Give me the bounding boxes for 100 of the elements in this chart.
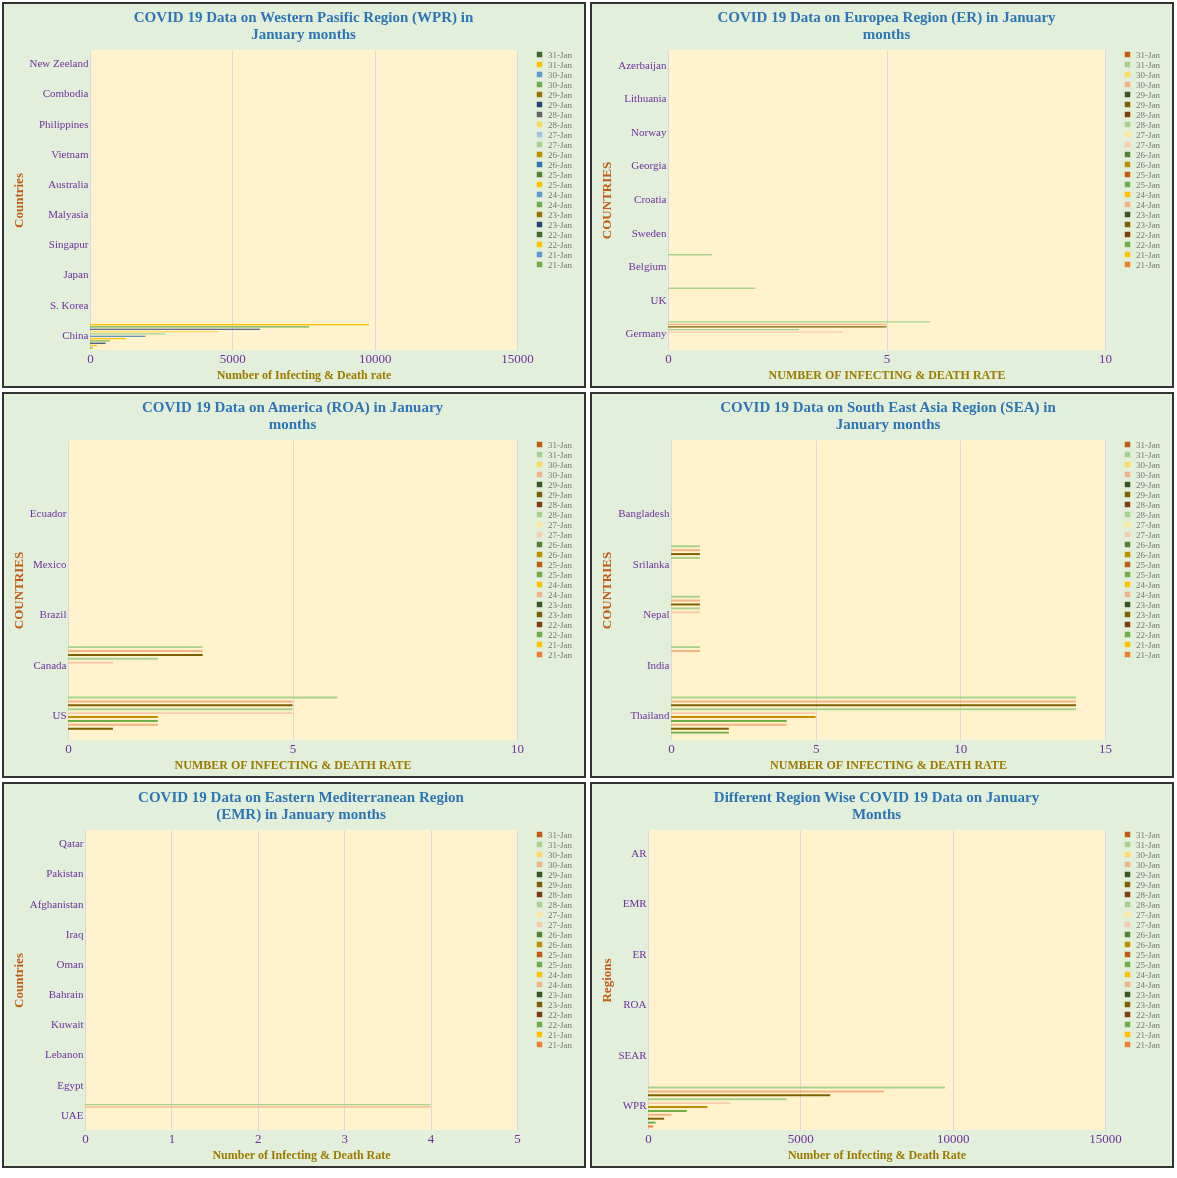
y-tick-label: Azerbaijan [618,58,667,71]
legend-label: 24-Jan [1136,189,1161,200]
legend-label: 29-Jan [1136,89,1161,100]
legend-label: 25-Jan [548,569,573,580]
legend-label: 21-Jan [1136,259,1161,270]
y-tick-label: UK [650,293,667,306]
y-tick-label: Philippines [38,117,89,130]
legend-label: 30-Jan [548,459,573,470]
x-tick-label: 5 [812,740,820,756]
legend-label: 26-Jan [548,929,573,940]
x-tick-label: 5 [883,350,891,366]
legend-label: 21-Jan [548,259,573,270]
legend-label: 27-Jan [548,919,573,930]
y-tick-label: Egypt [57,1078,84,1091]
x-tick-label: 0 [645,1130,652,1146]
y-tick-label: Qatar [59,837,84,850]
legend-label: 24-Jan [548,189,573,200]
x-tick-label: 5000 [219,350,246,366]
legend-label: 23-Jan [548,209,573,220]
x-tick-label: 15000 [1089,1130,1122,1146]
y-tick-label: Australia [48,177,89,190]
legend-label: 24-Jan [548,969,573,980]
y-tick-label: Germany [625,327,667,340]
y-axis-title: Countries [10,953,26,1008]
legend-label: 28-Jan [1136,119,1161,130]
legend-label: 27-Jan [548,909,573,920]
y-tick-label: Srilanka [632,557,670,570]
legend-label: 24-Jan [1136,199,1161,210]
legend-label: 22-Jan [548,239,573,250]
legend-label: 29-Jan [548,869,573,880]
legend-label: 31-Jan [1136,59,1161,70]
legend-label: 25-Jan [548,169,573,180]
legend-label: 21-Jan [1136,1029,1161,1040]
legend-label: 30-Jan [1136,469,1161,480]
x-axis-title: NUMBER OF INFECTING & DEATH RATE [174,757,412,772]
y-tick-label: Sweden [631,226,667,239]
y-tick-label: Croatia [634,193,667,205]
chart-title: COVID 19 Data on Western Pasific Region (WPR) in January months [133,9,474,42]
legend-label: 24-Jan [1136,579,1161,590]
legend-label: 29-Jan [1136,869,1161,880]
y-axis-title: Regions [599,958,615,1003]
legend-label: 23-Jan [548,999,573,1010]
y-tick-label: Iraq [65,927,84,940]
legend-label: 28-Jan [548,109,573,120]
chart-title: COVID 19 Data on America (ROA) in January months [141,399,444,432]
legend-label: 25-Jan [1136,179,1161,190]
y-tick-label: ROA [623,998,647,1011]
legend-label: 24-Jan [548,199,573,210]
legend-label: 22-Jan [1136,229,1161,240]
legend-label: 26-Jan [1136,149,1161,160]
legend-label: 27-Jan [1136,919,1161,930]
legend-label: 31-Jan [1136,49,1161,60]
y-tick-label: AR [631,846,648,859]
x-tick-label: 10 [511,740,524,756]
legend-label: 28-Jan [1136,499,1161,510]
legend-label: 21-Jan [548,1029,573,1040]
legend-label: 30-Jan [1136,859,1161,870]
legend-label: 26-Jan [548,939,573,950]
x-axis-title: NUMBER OF INFECTING & DEATH RATE [770,757,1007,772]
legend-label: 21-Jan [548,649,573,660]
legend-label: 31-Jan [1136,839,1161,850]
legend-label: 21-Jan [1136,649,1161,660]
legend-label: 25-Jan [548,559,573,570]
legend-label: 23-Jan [548,219,573,230]
legend-label: 21-Jan [1136,639,1161,650]
legend-label: 28-Jan [548,899,573,910]
legend-label: 23-Jan [1136,989,1161,1000]
legend-label: 29-Jan [1136,99,1161,110]
x-tick-label: 4 [427,1130,435,1146]
legend-label: 30-Jan [548,469,573,480]
x-tick-label: 2 [255,1130,262,1146]
x-tick-label: 0 [82,1130,89,1146]
legend-label: 24-Jan [548,979,573,990]
x-axis-title: Number of Infecting & Death Rate [787,1147,967,1162]
legend-label: 25-Jan [1136,169,1161,180]
legend-label: 25-Jan [1136,569,1161,580]
y-tick-label: Malyasia [48,208,89,221]
x-tick-label: 0 [87,350,94,366]
legend-label: 30-Jan [548,859,573,870]
x-tick-label: 15 [1099,740,1112,756]
y-tick-label: Afghanistan [29,897,84,910]
legend-label: 26-Jan [548,549,573,560]
legend-label: 27-Jan [548,519,573,530]
legend-label: 27-Jan [1136,129,1161,140]
y-tick-label: Singapur [48,238,89,251]
legend-label: 29-Jan [548,489,573,500]
legend-label: 27-Jan [548,529,573,540]
legend-label: 29-Jan [548,879,573,890]
legend-label: 26-Jan [1136,159,1161,170]
legend-label: 31-Jan [1136,439,1161,450]
legend-label: 26-Jan [1136,549,1161,560]
y-tick-label: Kuwait [51,1018,84,1031]
y-tick-label: Pakistan [46,867,84,880]
legend-label: 31-Jan [548,449,573,460]
x-tick-label: 0 [665,350,672,366]
legend-label: 29-Jan [548,89,573,100]
legend-label: 28-Jan [1136,109,1161,120]
legend-label: 25-Jan [1136,559,1161,570]
legend-label: 25-Jan [548,959,573,970]
y-tick-label: Georgia [631,159,667,172]
